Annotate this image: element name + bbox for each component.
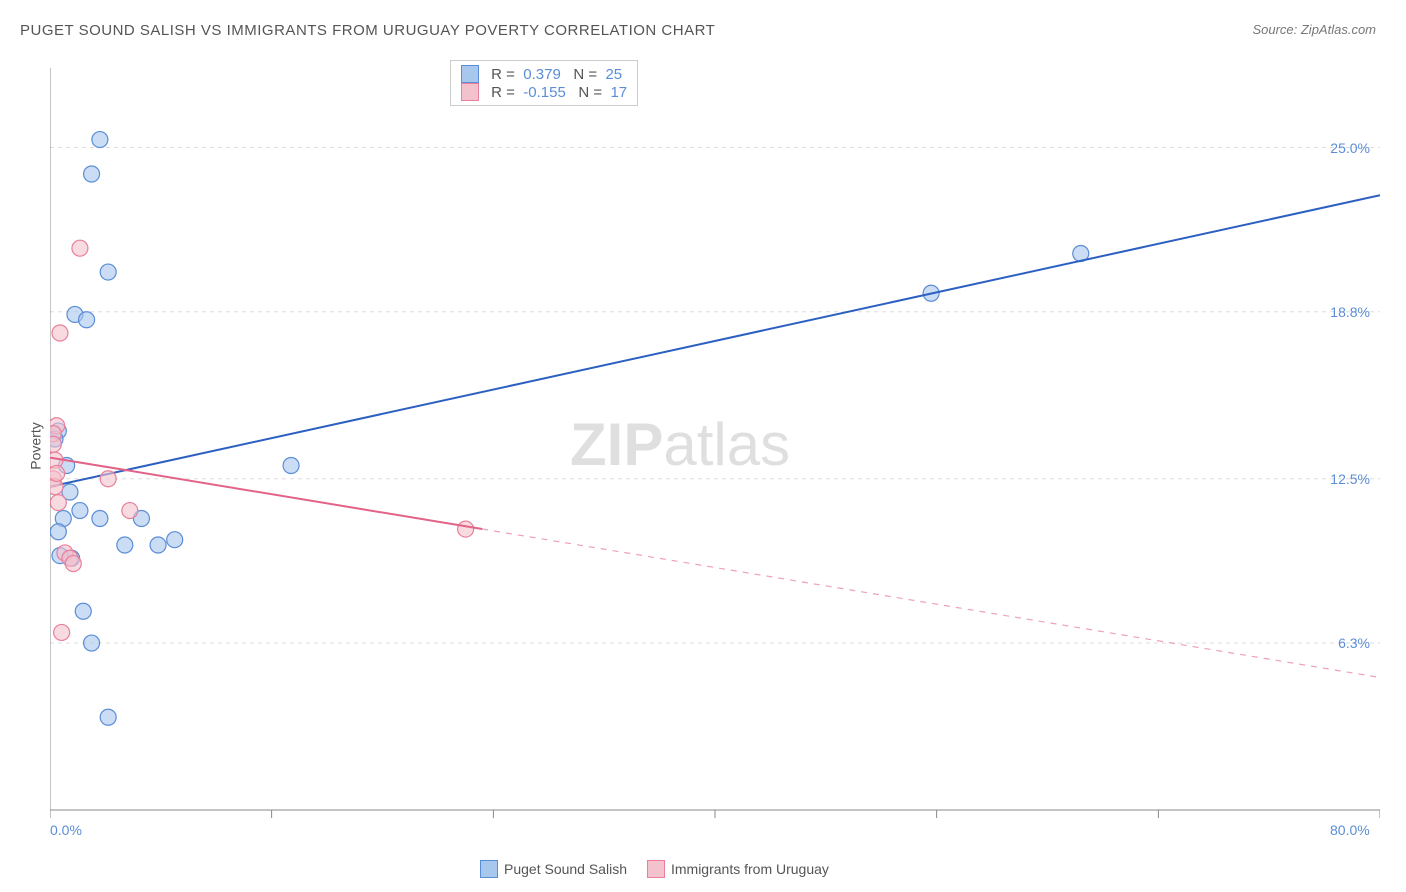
y-tick-label: 25.0%	[1330, 140, 1370, 156]
x-tick-label-min: 0.0%	[50, 822, 82, 838]
stats-row-blue: R = 0.379 N = 25	[461, 65, 627, 83]
legend-item-pink: Immigrants from Uruguay	[647, 860, 829, 878]
blue-swatch-icon	[461, 65, 479, 83]
blue-legend-swatch-icon	[480, 860, 498, 878]
legend-label-pink: Immigrants from Uruguay	[671, 861, 829, 877]
legend-item-blue: Puget Sound Salish	[480, 860, 627, 878]
stats-row-pink: R = -0.155 N = 17	[461, 83, 627, 101]
legend-label-blue: Puget Sound Salish	[504, 861, 627, 877]
chart-container: PUGET SOUND SALISH VS IMMIGRANTS FROM UR…	[0, 0, 1406, 892]
y-tick-label: 12.5%	[1330, 471, 1370, 487]
x-tick-label-max: 80.0%	[1330, 822, 1370, 838]
stats-text-blue: R = 0.379 N = 25	[487, 66, 622, 83]
chart-title: PUGET SOUND SALISH VS IMMIGRANTS FROM UR…	[20, 22, 715, 39]
correlation-stats-box: R = 0.379 N = 25 R = -0.155 N = 17	[450, 60, 638, 106]
y-tick-label: 6.3%	[1338, 635, 1370, 651]
y-axis-label: Poverty	[28, 422, 44, 469]
pink-swatch-icon	[461, 83, 479, 101]
stats-text-pink: R = -0.155 N = 17	[487, 84, 627, 101]
source-attribution: Source: ZipAtlas.com	[1252, 22, 1376, 37]
plot-area	[50, 50, 1380, 840]
plot-svg	[50, 50, 1380, 840]
y-tick-label: 18.8%	[1330, 304, 1370, 320]
pink-legend-swatch-icon	[647, 860, 665, 878]
bottom-legend: Puget Sound Salish Immigrants from Urugua…	[480, 860, 829, 878]
